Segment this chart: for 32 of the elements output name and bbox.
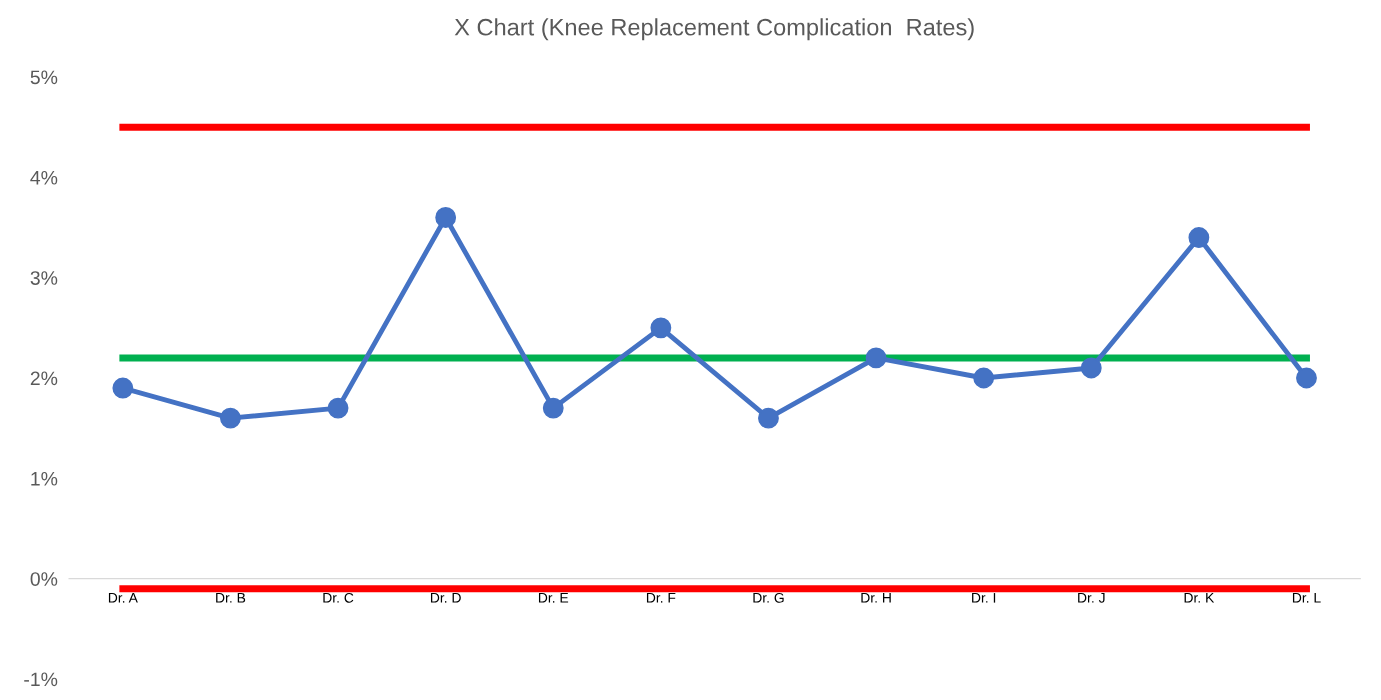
x-tick-label: Dr. F (646, 593, 676, 603)
x-tick-label: Dr. C (323, 592, 354, 603)
x-tick-label: Dr. A (108, 593, 138, 603)
x-tick-label: Dr. H (861, 593, 891, 603)
x-tick-label: Dr. L (1292, 593, 1321, 603)
y-tick-label: 4% (30, 170, 58, 185)
y-tick-label: 2% (30, 371, 58, 386)
point (435, 207, 457, 228)
point (758, 407, 779, 429)
point (542, 397, 564, 419)
point (1296, 367, 1317, 389)
y-tick-label: 3% (30, 271, 58, 285)
point (327, 397, 349, 419)
point (1080, 357, 1102, 379)
x-tick-label: Dr. J (1078, 593, 1105, 603)
x-tick-label: Dr. G (753, 592, 784, 603)
point (865, 347, 887, 369)
x-tick-label: Dr. K (1184, 593, 1215, 603)
x-tick-label: Dr. D (430, 593, 461, 603)
x-tick-label: Dr. E (538, 593, 569, 603)
point (220, 407, 241, 429)
y-tick-label: 0% (30, 572, 58, 586)
point (112, 377, 134, 399)
y-tick-label: 5% (30, 70, 58, 85)
x-tick-label: Dr. B (216, 593, 246, 603)
point (973, 367, 995, 389)
x-tick-label: Dr. I (972, 593, 996, 603)
point (1188, 227, 1210, 248)
chart-title: X Chart (Knee Replacement Complication Rates) (454, 18, 974, 41)
point (650, 317, 672, 339)
y-tick-label: -1% (24, 672, 58, 687)
y-tick-label: 1% (31, 471, 58, 486)
